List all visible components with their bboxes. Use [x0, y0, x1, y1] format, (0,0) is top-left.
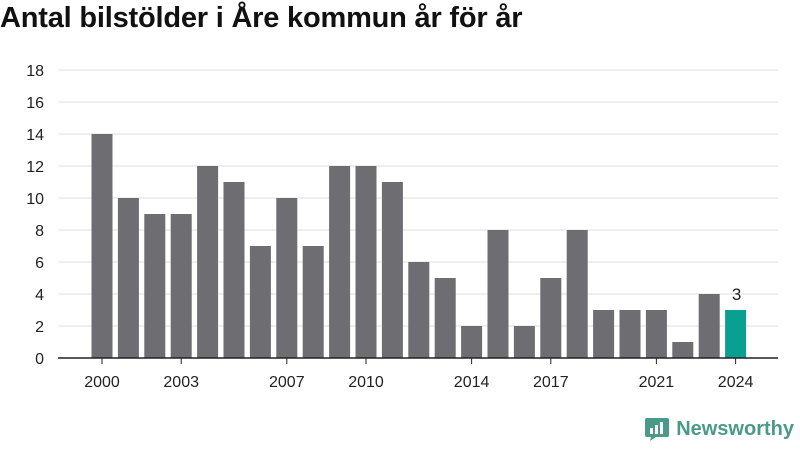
bar-2016: [513, 326, 535, 358]
bar-2009: [329, 166, 351, 358]
bar-2019: [593, 310, 615, 358]
x-tick-label: 2021: [639, 374, 675, 391]
y-tick-label: 12: [26, 159, 44, 176]
y-tick-label: 8: [35, 223, 44, 240]
x-tick-label: 2003: [163, 374, 199, 391]
bar-2006: [249, 246, 271, 358]
x-axis-ticks: 2000 2003 2007 2010 2014 2017 2021 2024: [84, 358, 753, 391]
y-tick-label: 18: [26, 63, 44, 80]
bar-2005: [223, 182, 245, 358]
x-tick-label: 2010: [348, 374, 384, 391]
data-label: 3: [732, 285, 741, 304]
y-tick-label: 10: [26, 191, 44, 208]
bar-2023: [698, 294, 720, 358]
bar-2008: [302, 246, 324, 358]
x-tick-label: 2024: [718, 374, 754, 391]
bar-2024: [725, 310, 747, 358]
bar-2001: [117, 198, 139, 358]
bar-2007: [276, 198, 298, 358]
bar-2002: [144, 214, 166, 358]
newsworthy-logo[interactable]: Newsworthy: [644, 416, 794, 442]
bar-2011: [381, 182, 403, 358]
y-tick-label: 14: [26, 127, 44, 144]
x-tick-label: 2000: [84, 374, 120, 391]
y-tick-label: 16: [26, 95, 44, 112]
y-tick-label: 6: [35, 255, 44, 272]
y-tick-label: 2: [35, 319, 44, 336]
bar-2020: [619, 310, 641, 358]
bar-2021: [645, 310, 667, 358]
bar-2015: [487, 230, 509, 358]
x-tick-label: 2017: [533, 374, 569, 391]
bar-2013: [434, 278, 456, 358]
bar-2003: [170, 214, 192, 358]
bar-2012: [408, 262, 430, 358]
bar-2018: [566, 230, 588, 358]
data-labels: 3: [732, 285, 741, 304]
chart-bubble-icon: [644, 416, 670, 442]
y-tick-label: 0: [35, 351, 44, 368]
bar-2000: [91, 134, 113, 358]
y-tick-label: 4: [35, 287, 44, 304]
bar-2010: [355, 166, 377, 358]
y-axis-ticks: 0 2 4 6 8 10 12 14 16 18: [26, 63, 44, 368]
chart-title: Antal bilstölder i Åre kommun år för år: [0, 2, 523, 34]
x-tick-label: 2007: [269, 374, 305, 391]
brand-name: Newsworthy: [676, 417, 794, 440]
bar-2014: [461, 326, 483, 358]
bars: [91, 134, 747, 358]
bar-2022: [672, 342, 694, 358]
bar-2004: [197, 166, 219, 358]
x-tick-label: 2014: [454, 374, 490, 391]
bar-2017: [540, 278, 562, 358]
